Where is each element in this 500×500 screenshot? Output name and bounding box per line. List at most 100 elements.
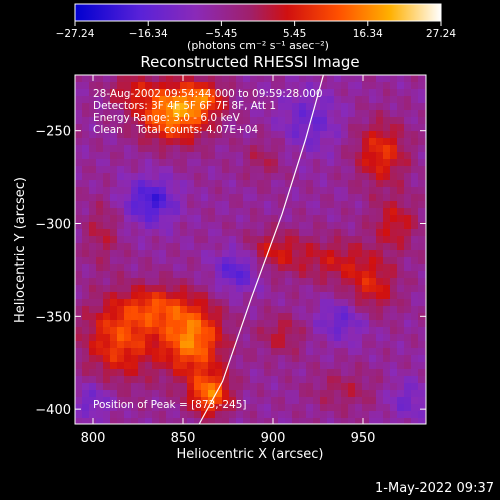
heatmap-cell xyxy=(82,285,90,293)
heatmap-cell xyxy=(236,299,244,307)
heatmap-cell xyxy=(411,404,419,412)
heatmap-cell xyxy=(390,145,398,153)
heatmap-cell xyxy=(110,173,118,181)
heatmap-cell xyxy=(355,299,363,307)
heatmap-cell xyxy=(411,411,419,419)
heatmap-cell xyxy=(117,376,125,384)
heatmap-cell xyxy=(103,250,111,258)
heatmap-cell xyxy=(82,138,90,146)
heatmap-cell xyxy=(222,285,230,293)
heatmap-cell xyxy=(103,75,111,83)
heatmap-cell xyxy=(222,208,230,216)
heatmap-cell xyxy=(334,215,342,223)
heatmap-cell xyxy=(173,194,181,202)
heatmap-cell xyxy=(215,82,223,90)
heatmap-cell xyxy=(348,124,356,132)
heatmap-cell xyxy=(390,306,398,314)
heatmap-cell xyxy=(327,285,335,293)
heatmap-cell xyxy=(110,383,118,391)
heatmap-cell xyxy=(152,362,160,370)
heatmap-cell xyxy=(124,404,132,412)
heatmap-cell xyxy=(138,341,146,349)
heatmap-cell xyxy=(348,110,356,118)
heatmap-cell xyxy=(292,201,300,209)
heatmap-cell xyxy=(362,138,370,146)
heatmap-cell xyxy=(299,418,307,424)
heatmap-cell xyxy=(327,89,335,97)
heatmap-cell xyxy=(166,243,174,251)
heatmap-cell xyxy=(292,411,300,419)
heatmap-cell xyxy=(327,75,335,83)
heatmap-cell xyxy=(355,383,363,391)
heatmap-cell xyxy=(320,243,328,251)
heatmap-cell xyxy=(110,418,118,424)
heatmap-cell xyxy=(201,187,209,195)
heatmap-cell xyxy=(75,369,83,377)
heatmap-cell xyxy=(362,306,370,314)
heatmap-cell xyxy=(285,131,293,139)
heatmap-cell xyxy=(82,131,90,139)
heatmap-cell xyxy=(96,82,104,90)
heatmap-cell xyxy=(348,271,356,279)
heatmap-cell xyxy=(159,383,167,391)
heatmap-cell xyxy=(243,383,251,391)
heatmap-cell xyxy=(299,250,307,258)
heatmap-cell xyxy=(257,348,265,356)
heatmap-cell xyxy=(180,313,188,321)
heatmap-cell xyxy=(208,75,216,83)
heatmap-cell xyxy=(159,173,167,181)
heatmap-cell xyxy=(306,236,314,244)
heatmap-cell xyxy=(215,194,223,202)
heatmap-cell xyxy=(96,201,104,209)
heatmap-cell xyxy=(327,131,335,139)
heatmap-cell xyxy=(369,131,377,139)
heatmap-cell xyxy=(334,117,342,125)
heatmap-cell xyxy=(145,390,153,398)
heatmap-cell xyxy=(187,75,195,83)
heatmap-cell xyxy=(397,152,405,160)
heatmap-cell xyxy=(362,75,370,83)
heatmap-cell xyxy=(131,194,139,202)
heatmap-cell xyxy=(124,250,132,258)
heatmap-cell xyxy=(278,145,286,153)
heatmap-cell xyxy=(299,208,307,216)
heatmap-cell xyxy=(285,152,293,160)
heatmap-cell xyxy=(285,201,293,209)
heatmap-cell xyxy=(271,404,279,412)
heatmap-cell xyxy=(418,306,426,314)
solar-limb-curve xyxy=(198,75,324,424)
heatmap-cell xyxy=(159,292,167,300)
heatmap-cell xyxy=(411,187,419,195)
y-tick-label: −350 xyxy=(35,310,71,325)
heatmap-cell xyxy=(96,208,104,216)
heatmap-cell xyxy=(229,341,237,349)
heatmap-cell xyxy=(376,285,384,293)
heatmap-cell xyxy=(166,355,174,363)
heatmap-cell xyxy=(145,138,153,146)
heatmap-cell xyxy=(159,208,167,216)
heatmap-cell xyxy=(145,166,153,174)
heatmap-cell xyxy=(110,145,118,153)
heatmap-cell xyxy=(418,285,426,293)
heatmap-cell xyxy=(376,236,384,244)
heatmap-cell xyxy=(152,320,160,328)
heatmap-cell xyxy=(152,82,160,90)
heatmap-cell xyxy=(313,131,321,139)
heatmap-cell xyxy=(278,215,286,223)
heatmap-cell xyxy=(166,390,174,398)
heatmap-cell xyxy=(159,110,167,118)
heatmap-cell xyxy=(229,159,237,167)
heatmap-cell xyxy=(404,243,412,251)
heatmap-cell xyxy=(201,110,209,118)
heatmap-cell xyxy=(278,187,286,195)
heatmap-cell xyxy=(348,397,356,405)
heatmap-cell xyxy=(166,159,174,167)
heatmap-cell xyxy=(215,110,223,118)
heatmap-cell xyxy=(243,341,251,349)
heatmap-cell xyxy=(418,292,426,300)
heatmap-cell xyxy=(215,271,223,279)
heatmap-cell xyxy=(411,124,419,132)
heatmap-cell xyxy=(257,250,265,258)
heatmap-cell xyxy=(411,243,419,251)
heatmap-cell xyxy=(390,250,398,258)
